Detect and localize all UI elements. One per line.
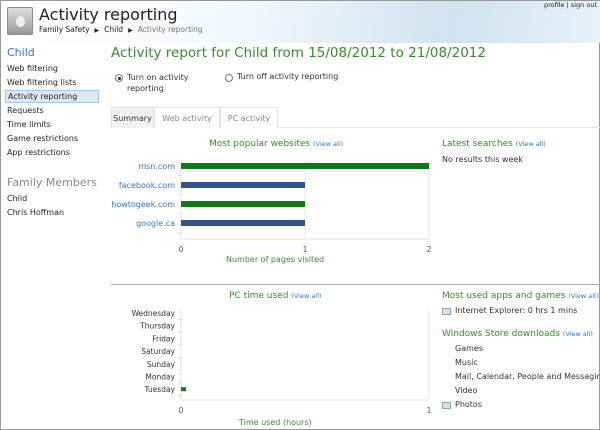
category-label: facebook.com xyxy=(119,181,175,190)
store-item-photos[interactable]: Photos xyxy=(455,400,482,409)
websites-x-axis-label: Number of pages visited xyxy=(226,255,325,264)
app-item[interactable]: Internet Explorer: 0 hrs 1 mins xyxy=(455,306,578,315)
pc-time-chart: 0 1 Wednesday Thursday Friday Saturday Sunday M… xyxy=(132,309,432,415)
bar-Tuesday xyxy=(181,387,186,392)
profile-link[interactable]: profile xyxy=(543,1,565,9)
store-item-mail[interactable]: Mail, Calendar, People and Messaging xyxy=(455,372,600,381)
latest-searches-title: Latest searches (View all) xyxy=(442,139,546,149)
sidebar-item-app-restrictions[interactable]: App restrictions xyxy=(7,148,70,157)
x-tick-label: 0 xyxy=(179,406,184,415)
store-item-video[interactable]: Video xyxy=(455,386,478,395)
x-tick-label: 1 xyxy=(303,245,308,254)
x-tick-label: 0 xyxy=(179,245,184,254)
apps-view-all-link[interactable]: (View all) xyxy=(568,292,599,300)
header xyxy=(1,1,600,43)
pc-time-chart-title: PC time used (View all) xyxy=(229,291,322,301)
store-view-all-link[interactable]: (View all) xyxy=(562,330,593,338)
turn-on-radio[interactable] xyxy=(115,74,123,82)
bar-google.ca xyxy=(181,220,305,226)
store-item-music[interactable]: Music xyxy=(455,358,478,367)
bar-msn.com xyxy=(181,163,429,169)
category-label: Sunday xyxy=(147,360,176,369)
category-label: google.ca xyxy=(136,219,175,228)
store-downloads-title: Windows Store downloads (View all) xyxy=(442,329,593,339)
turn-off-radio[interactable] xyxy=(225,74,233,82)
family-safety-logo-icon xyxy=(7,7,33,35)
bar-facebook.com xyxy=(181,182,305,188)
member-child[interactable]: Child xyxy=(7,194,28,203)
category-label: msn.com xyxy=(138,162,175,171)
turn-on-label[interactable]: Turn on activity reporting xyxy=(127,73,189,93)
internet-explorer-icon xyxy=(442,308,451,315)
category-label: Monday xyxy=(145,373,175,382)
websites-chart: 0 1 2 msn.com facebook.com howtogeek.com googl… xyxy=(111,162,432,254)
tab-web-activity[interactable]: Web activity xyxy=(154,107,220,128)
no-results-text: No results this week xyxy=(442,155,523,164)
breadcrumb: Family Safety ▶ Child ▶ Activity reporting xyxy=(39,25,203,34)
category-label: Thursday xyxy=(139,322,175,331)
section-divider xyxy=(111,284,600,285)
searches-view-all-link[interactable]: (View all) xyxy=(515,140,546,148)
sidebar-item-time-limits[interactable]: Time limits xyxy=(7,120,51,129)
breadcrumb-arrow-icon: ▶ xyxy=(128,27,133,34)
sidebar-item-web-filtering-lists[interactable]: Web filtering lists xyxy=(7,78,77,87)
most-used-apps-title: Most used apps and games (View all) xyxy=(442,291,599,301)
category-label: Friday xyxy=(152,334,175,343)
report-title: Activity report for Child from 15/08/201… xyxy=(111,45,486,61)
page-header-title: Activity reporting xyxy=(39,5,178,24)
category-label: Tuesday xyxy=(143,385,175,394)
x-tick-label: 2 xyxy=(427,245,432,254)
store-item-games[interactable]: Games xyxy=(455,344,483,353)
pc-time-x-axis-label: Time used (hours) xyxy=(239,418,312,427)
breadcrumb-current: Activity reporting xyxy=(137,25,203,34)
turn-off-label[interactable]: Turn off activity reporting xyxy=(237,72,339,81)
family-members-heading: Family Members xyxy=(7,176,97,189)
category-label: Wednesday xyxy=(132,309,176,318)
websites-view-all-link[interactable]: (View all) xyxy=(313,140,344,148)
breadcrumb-arrow-icon: ▶ xyxy=(94,27,100,34)
tab-pc-activity[interactable]: PC activity xyxy=(220,107,278,128)
sidebar-child-heading[interactable]: Child xyxy=(7,46,35,59)
sidebar-item-web-filtering[interactable]: Web filtering xyxy=(7,64,58,73)
sign-out-link[interactable]: sign out xyxy=(570,1,597,9)
sidebar-item-game-restrictions[interactable]: Game restrictions xyxy=(7,134,79,143)
x-tick-label: 1 xyxy=(427,406,432,415)
category-label: Saturday xyxy=(141,347,175,356)
category-label: howtogeek.com xyxy=(111,200,175,209)
breadcrumb-family-safety[interactable]: Family Safety xyxy=(39,25,90,34)
pc-time-view-all-link[interactable]: (View all) xyxy=(291,292,322,300)
sidebar-item-requests[interactable]: Requests xyxy=(7,106,44,115)
photos-icon xyxy=(442,402,451,409)
sidebar-item-activity-reporting[interactable]: Activity reporting xyxy=(5,90,99,103)
top-links: profile | sign out xyxy=(543,1,597,9)
websites-chart-title: Most popular websites (View all) xyxy=(209,139,344,149)
tab-summary[interactable]: Summary xyxy=(111,107,154,128)
member-chris-hoffman[interactable]: Chris Hoffman xyxy=(7,208,65,217)
breadcrumb-child[interactable]: Child xyxy=(104,25,124,34)
bar-howtogeek.com xyxy=(181,201,305,207)
tab-divider xyxy=(111,127,600,128)
